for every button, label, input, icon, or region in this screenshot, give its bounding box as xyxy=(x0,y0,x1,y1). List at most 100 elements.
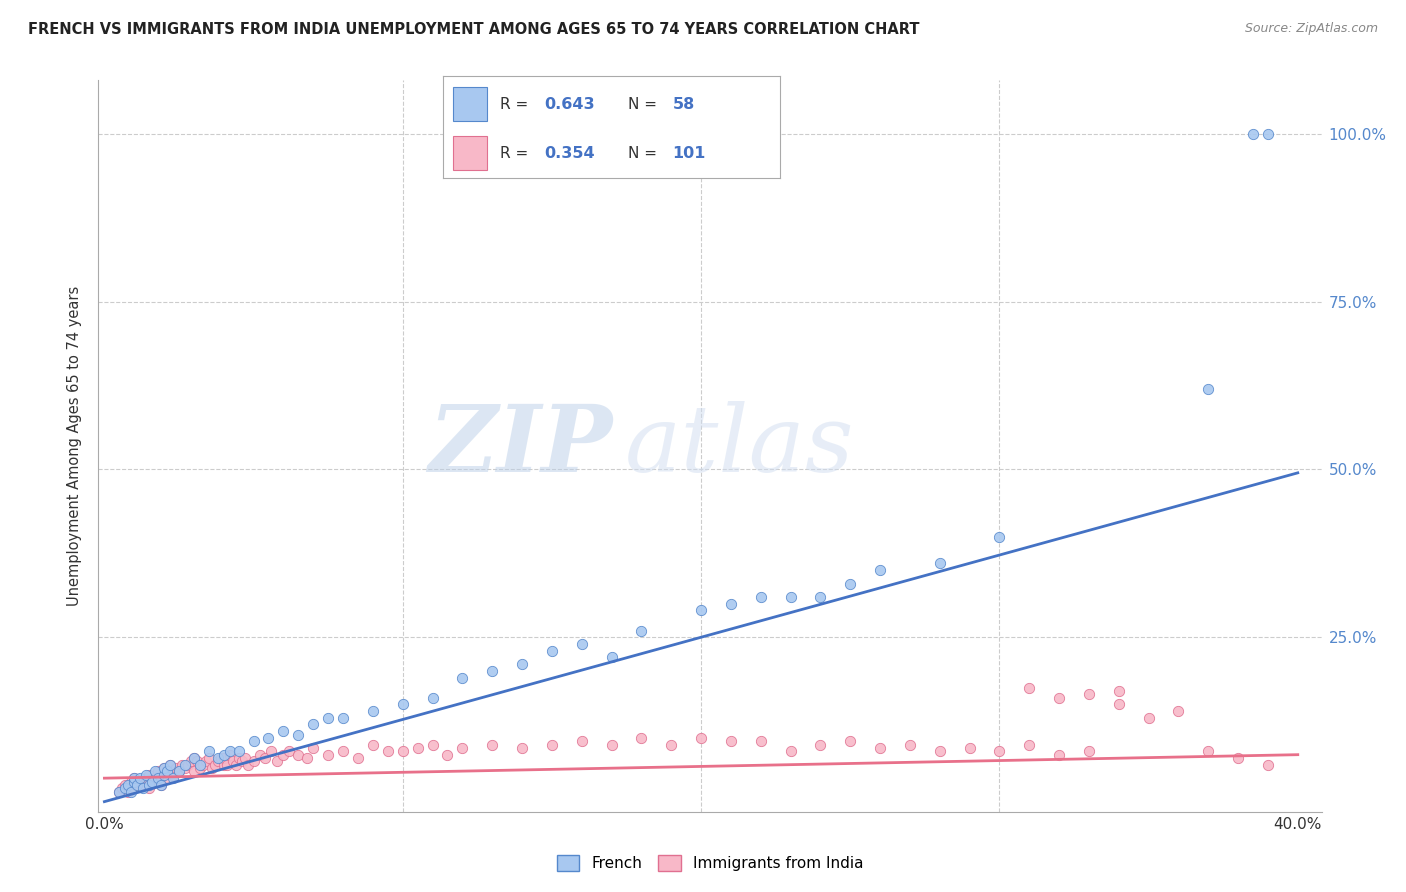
Point xyxy=(194,755,217,769)
Point xyxy=(839,734,862,748)
Point xyxy=(242,734,264,748)
Point xyxy=(1047,690,1070,705)
Point xyxy=(1077,744,1099,758)
Point xyxy=(928,744,950,758)
Point xyxy=(233,751,256,765)
Point xyxy=(287,727,309,741)
Point xyxy=(720,734,742,748)
Point xyxy=(316,711,339,725)
Point xyxy=(138,778,160,792)
Point xyxy=(302,741,325,756)
Point xyxy=(159,764,181,779)
Point xyxy=(114,778,136,792)
Point xyxy=(122,774,145,789)
Point xyxy=(287,747,309,762)
Point xyxy=(266,755,288,769)
Point xyxy=(162,768,184,782)
Point xyxy=(108,784,131,798)
Point xyxy=(600,738,623,752)
Point xyxy=(391,744,413,758)
Point xyxy=(316,747,339,762)
Point xyxy=(198,744,221,758)
Point xyxy=(332,744,354,758)
Point xyxy=(215,757,238,772)
Point xyxy=(153,761,176,775)
Text: 0.643: 0.643 xyxy=(544,96,595,112)
Point xyxy=(143,771,166,785)
Point xyxy=(153,768,176,782)
Point xyxy=(150,778,173,792)
Point xyxy=(361,738,384,752)
Point xyxy=(436,747,458,762)
Point xyxy=(1018,681,1040,695)
Point xyxy=(779,590,801,604)
Point xyxy=(510,741,533,756)
Point xyxy=(242,755,264,769)
Point xyxy=(212,751,235,765)
Point xyxy=(221,755,243,769)
Point xyxy=(204,757,226,772)
Point xyxy=(1257,127,1279,141)
Point xyxy=(122,771,145,785)
Legend: French, Immigrants from India: French, Immigrants from India xyxy=(551,849,869,877)
Point xyxy=(167,764,190,779)
Point xyxy=(135,771,157,785)
Text: R =: R = xyxy=(501,145,533,161)
Point xyxy=(122,771,145,785)
Point xyxy=(127,778,149,792)
Point xyxy=(122,781,145,796)
Point xyxy=(183,751,205,765)
Point xyxy=(541,738,564,752)
Point xyxy=(1197,744,1219,758)
Point xyxy=(1257,757,1279,772)
Point xyxy=(198,751,221,765)
Point xyxy=(1197,382,1219,396)
Point xyxy=(451,671,474,685)
Point xyxy=(138,781,160,796)
Point xyxy=(1018,738,1040,752)
Point xyxy=(120,774,142,789)
Point xyxy=(779,744,801,758)
Point xyxy=(541,643,564,657)
Point xyxy=(114,781,136,796)
Point xyxy=(170,757,193,772)
Point xyxy=(150,778,173,792)
Point xyxy=(156,771,179,785)
Point xyxy=(212,757,235,772)
Text: N =: N = xyxy=(628,96,662,112)
Point xyxy=(260,744,283,758)
Point xyxy=(297,751,319,765)
Point xyxy=(391,698,413,712)
Point xyxy=(153,768,176,782)
Point xyxy=(231,755,253,769)
Point xyxy=(347,751,370,765)
Point xyxy=(120,784,142,798)
Point xyxy=(377,744,399,758)
Text: 0.354: 0.354 xyxy=(544,145,595,161)
Point xyxy=(212,747,235,762)
Point xyxy=(720,597,742,611)
Point xyxy=(183,751,205,765)
Point xyxy=(177,757,200,772)
Point xyxy=(141,774,163,789)
Point xyxy=(174,757,197,772)
Point xyxy=(749,590,772,604)
Point xyxy=(1047,747,1070,762)
Point xyxy=(451,741,474,756)
Point xyxy=(228,751,250,765)
Point xyxy=(207,755,229,769)
Point xyxy=(167,764,190,779)
Point xyxy=(108,784,131,798)
Point xyxy=(132,778,155,792)
Point xyxy=(117,778,139,792)
Point xyxy=(510,657,533,671)
Point xyxy=(810,738,832,752)
Point xyxy=(898,738,921,752)
Point xyxy=(810,590,832,604)
Point xyxy=(1137,711,1160,725)
Text: FRENCH VS IMMIGRANTS FROM INDIA UNEMPLOYMENT AMONG AGES 65 TO 74 YEARS CORRELATI: FRENCH VS IMMIGRANTS FROM INDIA UNEMPLOY… xyxy=(28,22,920,37)
Point xyxy=(228,744,250,758)
Point xyxy=(249,747,271,762)
Point xyxy=(201,761,224,775)
Point xyxy=(361,704,384,718)
